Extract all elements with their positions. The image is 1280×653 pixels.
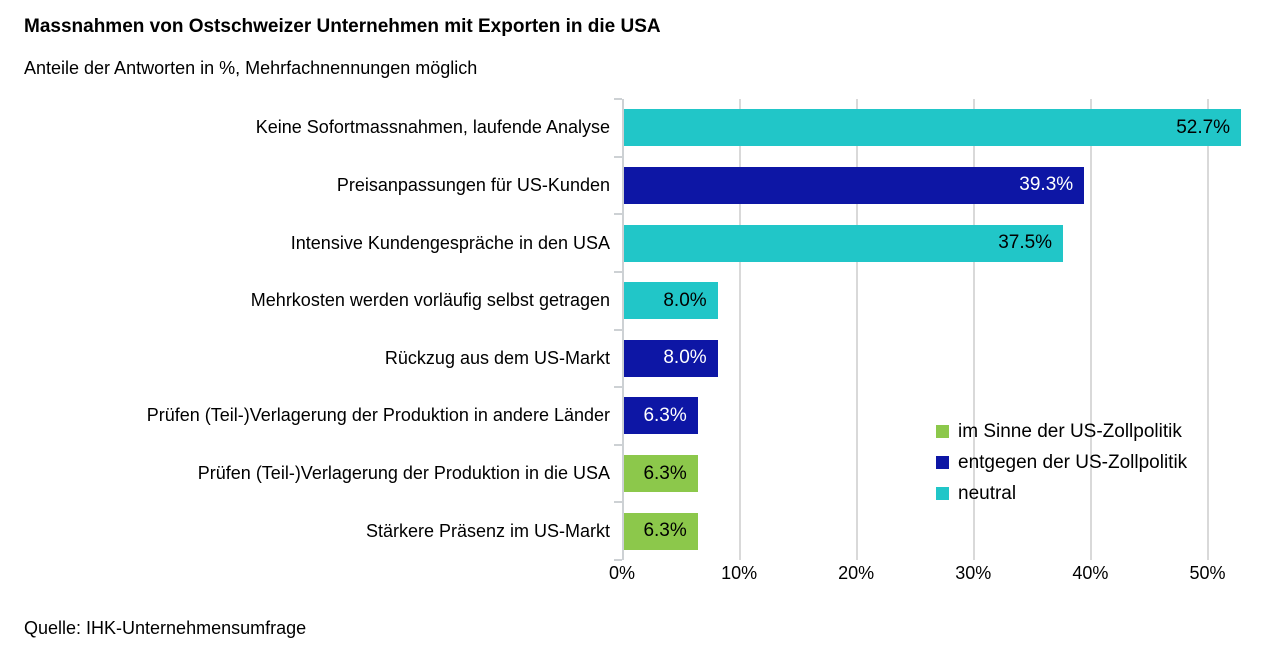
bar-value-label: 6.3% xyxy=(643,404,687,426)
value-axis-tick-label: 20% xyxy=(838,563,875,583)
bar: 52.7% xyxy=(624,109,1242,147)
category-label: Preisanpassungen für US-Kunden xyxy=(336,174,610,195)
legend-swatch xyxy=(936,425,949,438)
category-label: Keine Sofortmassnahmen, laufende Analyse xyxy=(255,117,610,138)
category-label: Rückzug aus dem US-Markt xyxy=(384,347,610,368)
bar-value-label: 6.3% xyxy=(643,462,687,484)
bar-value-label: 8.0% xyxy=(663,347,707,369)
category-tick xyxy=(614,156,622,158)
bar: 37.5% xyxy=(624,224,1064,262)
bar-value-label: 6.3% xyxy=(643,520,687,542)
category-label: Stärkere Präsenz im US-Markt xyxy=(365,520,610,541)
bar: 6.3% xyxy=(624,512,698,550)
category-axis: Keine Sofortmassnahmen, laufende Analyse… xyxy=(0,99,610,560)
bar-value-label: 37.5% xyxy=(998,232,1053,254)
bar: 6.3% xyxy=(624,455,698,493)
gridline xyxy=(1090,99,1092,560)
bar-value-label: 8.0% xyxy=(663,289,707,311)
bar: 6.3% xyxy=(624,397,698,435)
bar: 8.0% xyxy=(624,339,718,377)
legend-item: im Sinne der US-Zollpolitik xyxy=(936,416,1187,447)
gridline xyxy=(856,99,858,560)
legend-swatch xyxy=(936,456,949,469)
category-tick xyxy=(614,329,622,331)
bar-value-label: 39.3% xyxy=(1019,174,1074,196)
gridline xyxy=(1207,99,1209,560)
bar: 39.3% xyxy=(624,166,1085,204)
category-tick xyxy=(614,444,622,446)
chart-subtitle: Anteile der Antworten in %, Mehrfachnenn… xyxy=(24,58,478,78)
plot-area: 52.7% 39.3% 37.5% 8.0% 8.0% 6.3% 6.3% 6.3% xyxy=(614,98,1266,561)
category-tick xyxy=(614,386,622,388)
legend: im Sinne der US-Zollpolitik entgegen der … xyxy=(936,416,1187,509)
value-axis-tick-label: 30% xyxy=(955,563,992,583)
source-note: Quelle: IHK-Unternehmensumfrage xyxy=(24,618,307,638)
legend-item: entgegen der US-Zollpolitik xyxy=(936,447,1187,478)
category-tick xyxy=(614,213,622,215)
legend-label: entgegen der US-Zollpolitik xyxy=(958,451,1188,473)
legend-label: im Sinne der US-Zollpolitik xyxy=(958,420,1182,442)
category-tick xyxy=(614,98,622,100)
legend-item: neutral xyxy=(936,478,1187,509)
category-tick xyxy=(614,271,622,273)
legend-label: neutral xyxy=(958,482,1017,504)
category-label: Prüfen (Teil-)Verlagerung der Produktion… xyxy=(197,463,610,484)
gridline xyxy=(739,99,741,560)
chart-title: Massnahmen von Ostschweizer Unternehmen … xyxy=(24,16,661,37)
value-axis-tick-label: 0% xyxy=(608,563,636,583)
bar: 8.0% xyxy=(624,282,718,320)
legend-swatch xyxy=(936,487,949,500)
gridline xyxy=(973,99,975,560)
value-axis-tick-label: 40% xyxy=(1072,563,1109,583)
category-label: Prüfen (Teil-)Verlagerung der Produktion… xyxy=(146,405,610,426)
category-tick xyxy=(614,501,622,503)
category-axis-line xyxy=(622,99,624,560)
category-label: Intensive Kundengespräche in den USA xyxy=(290,232,610,253)
value-axis-tick-label: 10% xyxy=(721,563,758,583)
category-label: Mehrkosten werden vorläufig selbst getra… xyxy=(250,290,610,311)
value-axis-tick-label: 50% xyxy=(1189,563,1226,583)
category-tick xyxy=(614,559,622,561)
bar-value-label: 52.7% xyxy=(1176,116,1231,138)
